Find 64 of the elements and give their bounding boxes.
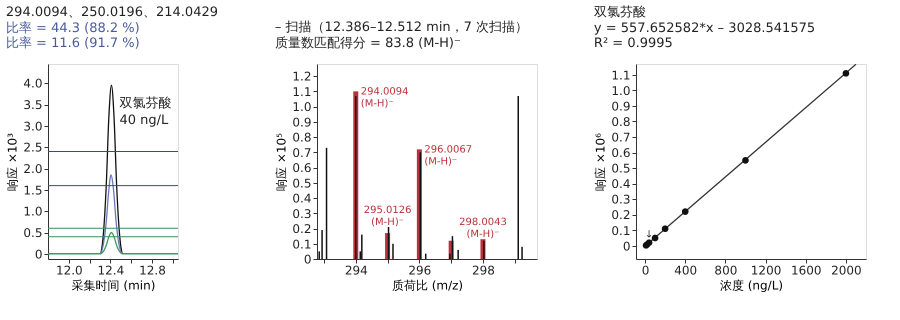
y-tick-label: 0.3 [292,206,312,221]
y-tick-label: 0.5 [23,226,42,240]
y-axis-title: 响应 ×10⁵ [274,132,288,191]
y-tick-label: 0.3 [611,192,630,207]
y-tick-label: 1.1 [611,68,630,82]
y-tick-label: 0.4 [292,192,312,206]
y-tick-label: 0.6 [292,161,312,176]
y-tick-label: 1.0 [23,204,42,219]
y-tick-label: 0.7 [611,130,630,145]
y-tick-label: 4.0 [23,76,42,91]
y-tick-label: 0 [304,252,312,266]
annotation: 295.0126 (M-H)⁻ [364,205,412,228]
y-tick-label: 3.5 [23,98,42,112]
y-tick-label: 2.5 [23,140,42,155]
x-tick-label: 0 [642,264,650,278]
chart-title: 双氯芬酸 [594,5,646,20]
y-axis-title: 响应 ×10³ [5,132,20,191]
x-tick-label: 294 [344,264,368,278]
x-axis-title: 浓度 (ng/L) [720,278,784,292]
x-tick-label: 298 [472,264,495,278]
x-tick-label: 800 [714,264,738,278]
y-tick-label: 0.9 [292,115,312,130]
x-axis-title: 质荷比 (m/z) [392,278,464,292]
annotation: ↓ [644,230,654,241]
chart-title: 294.0094、250.0196、214.0429 [6,5,218,20]
chart-subtitle: 质量数匹配得分 = 83.8 (M-H)⁻ [274,36,461,51]
y-tick-label: 0.2 [611,208,630,222]
x-tick-label: 12.8 [139,264,166,278]
y-tick-label: 0 [34,247,42,262]
y-tick-label: 1.0 [611,84,630,98]
y-tick-label: 0.4 [611,177,630,192]
y-tick-label: 2.0 [23,162,42,176]
y-tick-label: 1.2 [292,70,312,84]
annotation: 298.0043 (M-H)⁻ [459,217,507,240]
x-tick-label: 2000 [831,264,862,278]
y-axis-title: 响应 ×10⁶ [593,132,608,191]
y-tick-label: 0.8 [611,114,630,129]
x-tick-label: 12.0 [56,264,83,278]
y-tick-label: 1.1 [292,84,312,99]
y-tick-label: 1.0 [292,100,312,114]
x-tick-label: 1200 [750,264,782,278]
y-tick-label: 0.2 [292,222,312,236]
annotation: 294.0094 (M-H)⁻ [360,86,409,110]
y-tick-label: 0.5 [611,162,630,176]
y-tick-label: 1.5 [23,183,42,198]
x-tick-label: 12.4 [98,264,124,278]
x-axis-title: 采集时间 (min) [72,278,156,292]
chart-subtitle: 比率 = 44.3 (88.2 %) 比率 = 11.6 (91.7 %) [6,20,140,51]
x-tick-label: 296 [408,264,432,278]
y-tick-label: 0.5 [292,176,312,190]
x-tick-label: 400 [674,264,698,278]
y-tick-label: 0.1 [292,237,312,252]
y-tick-label: 0.8 [292,130,312,145]
chart-subtitle: y = 557.652582*x – 3028.541575 R² = 0.9995 [594,21,816,51]
y-tick-label: 0.6 [611,146,630,160]
y-tick-label: 0.7 [292,146,312,160]
annotation: 296.0067 (M-H)⁻ [424,144,472,168]
y-tick-label: 0 [622,239,630,254]
chart-title: – 扫描（12.386–12.512 min，7 次扫描） [274,20,528,35]
annotation: 双氯芬酸 40 ng/L [120,96,172,128]
y-tick-label: 0.1 [611,224,630,238]
y-tick-label: 0.9 [611,99,630,114]
y-tick-label: 3.0 [23,119,42,134]
x-tick-label: 1600 [790,264,822,278]
